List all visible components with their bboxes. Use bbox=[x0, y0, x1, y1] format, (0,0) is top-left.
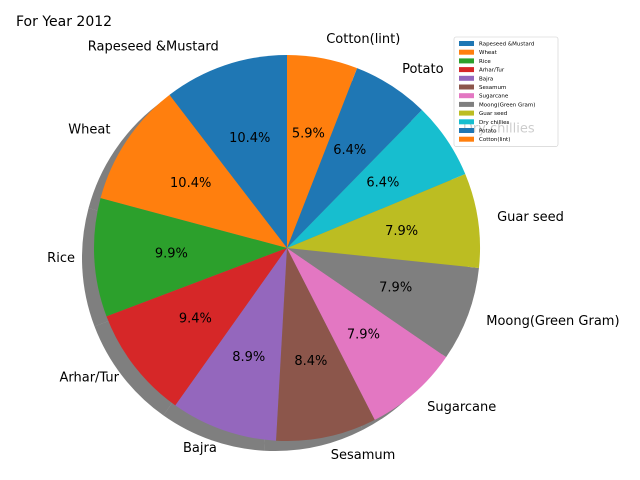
percent-labels: 10.4% 10.4% 9.9% 9.4% 8.9% 8.4% 7.9% 7.9% 7.9% 6.… bbox=[155, 127, 418, 369]
slice-label-guar-seed: Guar seed bbox=[497, 210, 564, 225]
legend-frame bbox=[453, 36, 559, 147]
slice-label-arhar-tur: Arhar/Tur bbox=[60, 370, 120, 385]
legend-label-bajra: Bajra bbox=[479, 76, 493, 82]
legend-swatch-dry-chillies bbox=[459, 119, 474, 125]
legend-label-rapeseed-mustard: Rapeseed &Mustard bbox=[479, 42, 534, 48]
legend-label-rice: Rice bbox=[479, 59, 491, 65]
legend-label-cotton-lint: Cotton(lint) bbox=[479, 137, 510, 143]
slice-rice bbox=[94, 198, 287, 317]
chart-title: For Year 2012 bbox=[16, 14, 112, 30]
slice-label-rapeseed-mustard: Rapeseed &Mustard bbox=[88, 39, 219, 54]
legend-label-sesamum: Sesamum bbox=[479, 85, 506, 91]
percent-label-sesamum: 8.4% bbox=[294, 354, 327, 369]
percent-label-wheat: 10.4% bbox=[170, 176, 211, 191]
slice-rapeseed-mustard bbox=[169, 55, 287, 248]
slice-dry-chillies bbox=[287, 110, 466, 248]
legend-swatch-rice bbox=[459, 58, 474, 64]
legend-swatch-sugarcane bbox=[459, 93, 474, 99]
pie-slices bbox=[94, 55, 480, 441]
legend-swatch-sesamum bbox=[459, 84, 474, 90]
slice-cotton-lint bbox=[287, 55, 358, 248]
slice-guar-seed bbox=[287, 174, 480, 269]
slice-label-wheat: Wheat bbox=[68, 123, 110, 138]
percent-label-cotton-lint: 5.9% bbox=[292, 127, 325, 142]
slice-label-bajra: Bajra bbox=[183, 441, 217, 456]
legend-swatch-guar-seed bbox=[459, 110, 474, 116]
legend-label-guar-seed: Guar seed bbox=[479, 111, 507, 117]
slice-label-moong-green-gram: Moong(Green Gram) bbox=[486, 314, 619, 329]
legend-label-dry-chillies: Dry chillies bbox=[479, 120, 510, 126]
slice-label-sesamum: Sesamum bbox=[331, 448, 396, 463]
slice-label-potato: Potato bbox=[402, 62, 443, 77]
legend-label-potato: Potato bbox=[479, 129, 497, 135]
slice-moong-green-gram bbox=[287, 248, 479, 358]
legend-label-moong-green-gram: Moong(Green Gram) bbox=[479, 102, 535, 108]
percent-label-rapeseed-mustard: 10.4% bbox=[229, 131, 270, 146]
percent-label-guar-seed: 7.9% bbox=[385, 224, 418, 239]
percent-label-dry-chillies: 6.4% bbox=[366, 176, 399, 191]
legend-swatch-arhar-tur bbox=[459, 67, 474, 73]
slice-label-rice: Rice bbox=[47, 251, 75, 266]
slice-sesamum bbox=[276, 248, 375, 441]
slice-wheat bbox=[100, 94, 287, 248]
slice-label-cotton-lint: Cotton(lint) bbox=[326, 32, 400, 47]
legend-swatch-wheat bbox=[459, 49, 474, 55]
legend-label-arhar-tur: Arhar/Tur bbox=[479, 68, 505, 74]
legend-swatch-cotton-lint bbox=[459, 136, 474, 142]
slice-bajra bbox=[175, 248, 287, 441]
slice-arhar-tur bbox=[106, 248, 287, 406]
legend-swatch-bajra bbox=[459, 75, 474, 81]
percent-label-arhar-tur: 9.4% bbox=[179, 311, 212, 326]
percent-label-bajra: 8.9% bbox=[232, 350, 265, 365]
legend-swatch-rapeseed-mustard bbox=[459, 41, 474, 46]
percent-label-sugarcane: 7.9% bbox=[347, 327, 380, 342]
legend-swatch-moong-green-gram bbox=[459, 101, 474, 107]
slice-sugarcane bbox=[287, 248, 447, 420]
legend-label-sugarcane: Sugarcane bbox=[479, 94, 509, 100]
percent-label-moong-green-gram: 7.9% bbox=[379, 280, 412, 295]
slice-potato bbox=[287, 68, 422, 249]
slice-label-sugarcane: Sugarcane bbox=[427, 400, 496, 415]
legend-label-wheat: Wheat bbox=[479, 50, 498, 56]
percent-label-potato: 6.4% bbox=[333, 143, 366, 158]
legend-swatch-potato bbox=[459, 128, 474, 133]
legend: Rapeseed &Mustard Wheat Rice Arhar/Tur Bajra… bbox=[453, 36, 559, 147]
percent-label-rice: 9.9% bbox=[155, 246, 188, 261]
